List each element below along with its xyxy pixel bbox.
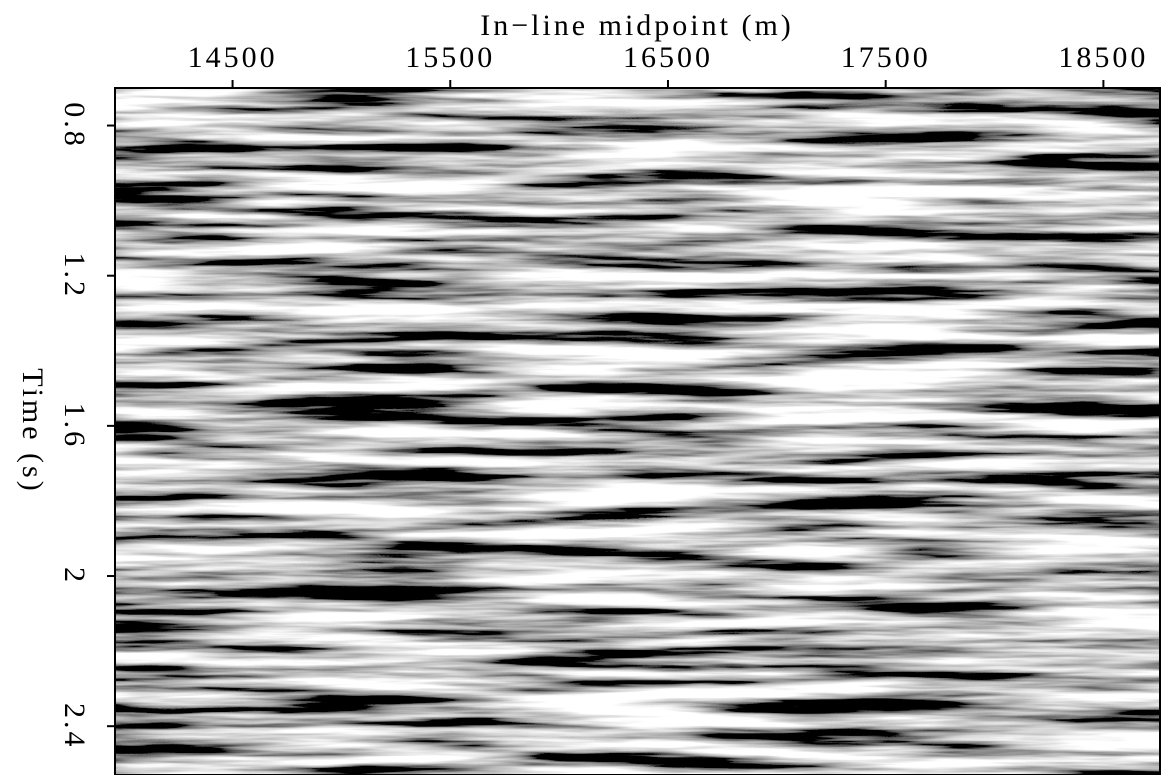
y-tick-label: 1.6 [58,403,91,450]
y-tick-label: 2 [58,567,91,585]
x-tick-label: 17500 [841,41,931,74]
x-tick-label: 14500 [188,41,278,74]
seismic-image [115,88,1160,775]
y-tick-label: 2.4 [58,703,91,750]
y-tick-label: 1.2 [58,252,91,299]
x-tick-label: 18500 [1058,41,1148,74]
x-tick-label: 15500 [405,41,495,74]
x-tick-label: 16500 [623,41,713,74]
y-tick-label: 0.8 [58,102,91,149]
chart: In−line midpoint (m) Time (s) 14500 15500… [0,0,1169,775]
y-axis-title: Time (s) [16,368,49,493]
image-texture [115,88,1160,775]
x-axis-title: In−line midpoint (m) [480,9,794,42]
